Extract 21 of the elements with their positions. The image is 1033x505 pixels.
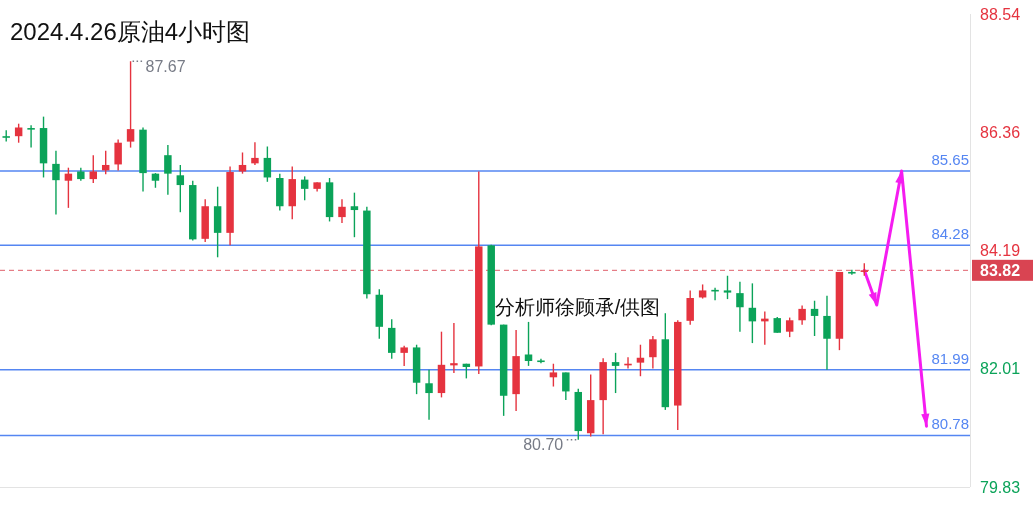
y-tick-label: 86.36 — [980, 123, 1021, 141]
ref-line: 81.99 — [0, 349, 971, 371]
extreme-label: 80.70 — [523, 436, 577, 454]
price-tag: 83.82 — [972, 259, 1033, 281]
annotation: 分析师徐顾承/供图 — [494, 296, 661, 319]
ref-line-label: 83.82 — [980, 261, 1021, 279]
y-tick-label: 88.54 — [980, 5, 1021, 23]
y-tick-label: 84.19 — [980, 241, 1021, 259]
ref-line-label: 84.28 — [931, 225, 969, 243]
ref-line: 84.28 — [0, 225, 971, 247]
ref-line-label: 85.65 — [931, 150, 969, 168]
annotation: 80.70 — [523, 436, 564, 454]
annotation: 87.67 — [145, 57, 186, 75]
ref-line: 80.78 — [0, 415, 971, 437]
y-tick-label: 82.01 — [980, 360, 1021, 378]
ref-line: 85.65 — [0, 150, 971, 172]
chart-title: 2024.4.26原油4小时图 — [10, 17, 251, 45]
extreme-label: 87.67 — [131, 57, 186, 75]
ref-line-label: 80.78 — [931, 415, 969, 433]
ref-line-label: 81.99 — [931, 349, 969, 367]
y-tick-label: 79.83 — [980, 478, 1021, 496]
